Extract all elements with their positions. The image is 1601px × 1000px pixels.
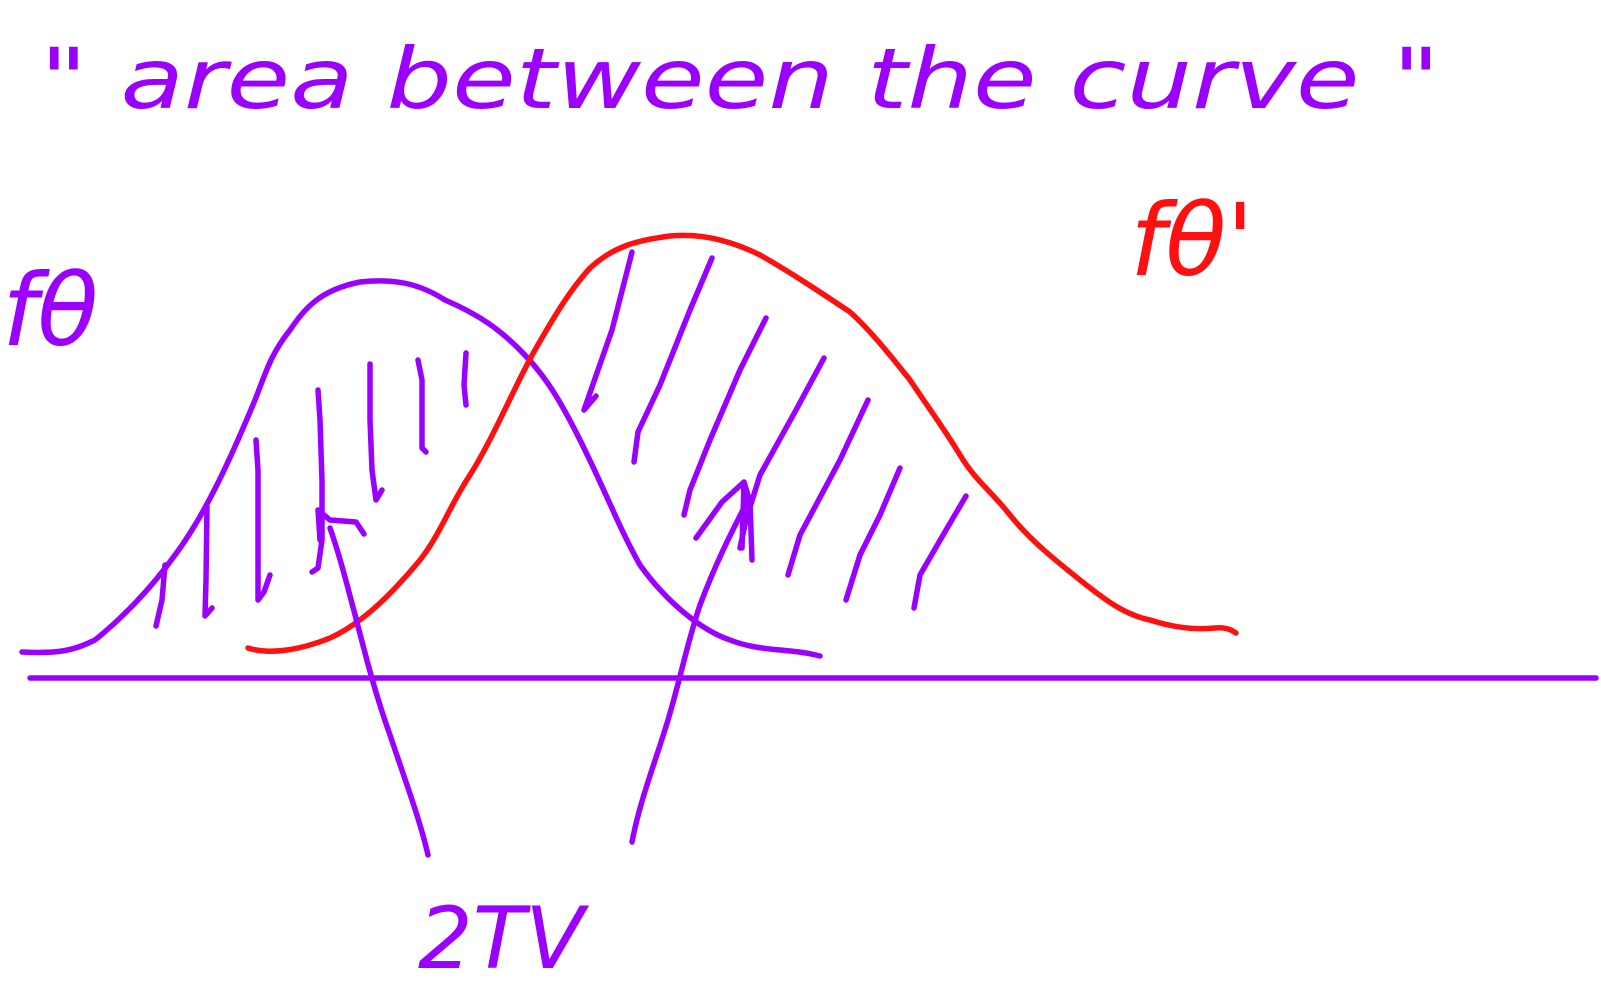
hatch-line [153, 562, 168, 629]
hatch-line [785, 397, 871, 578]
label-f-theta: fθ [2, 252, 98, 369]
hatch-line [253, 437, 273, 603]
label-f-theta-prime: fθ' [1130, 182, 1254, 299]
hatch-line [581, 249, 635, 413]
arrow-left-head [315, 507, 367, 543]
arrow-left-shaft [327, 525, 431, 858]
hatch-line [461, 350, 469, 408]
hatch-line [202, 504, 215, 619]
arrow-right [629, 479, 755, 845]
label-2tv: 2TV [418, 889, 589, 989]
arrow-left [315, 507, 431, 858]
hatch-line [911, 493, 969, 611]
hatch-line [681, 315, 769, 518]
hatch-line [309, 387, 325, 575]
arrow-right-shaft [629, 497, 751, 845]
hatch-line [415, 357, 429, 455]
hatch-line [843, 465, 903, 603]
hatch-line [631, 255, 715, 465]
hatch-line [367, 361, 385, 503]
curve-f-theta [19, 278, 823, 659]
title-text: " area between the curve " [40, 30, 1440, 128]
arrow-right-head [693, 479, 755, 563]
curve-f-theta-prime [245, 232, 1239, 654]
